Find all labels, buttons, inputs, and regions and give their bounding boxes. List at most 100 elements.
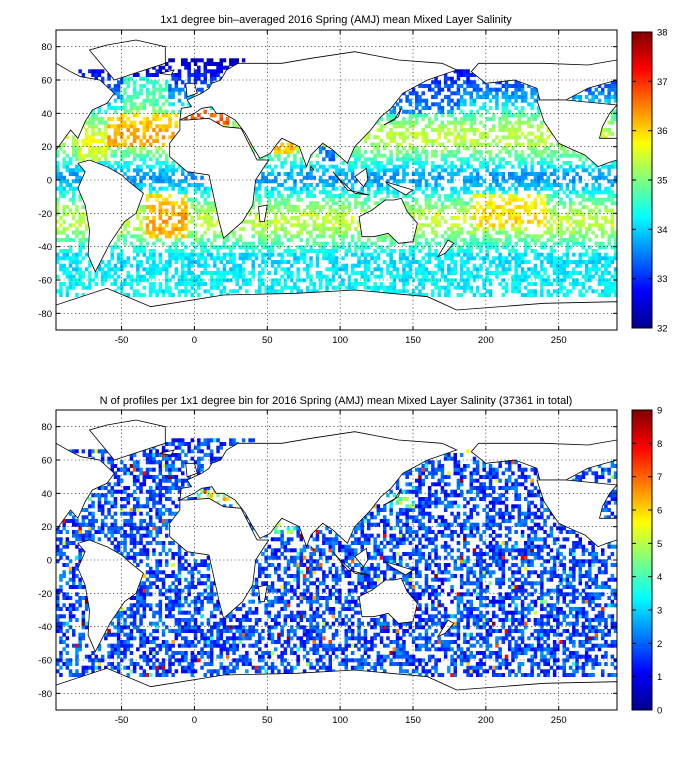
data-cell: [341, 190, 345, 195]
data-cell: [161, 201, 166, 206]
data-cell: [527, 120, 531, 125]
data-cell: [328, 197, 332, 202]
data-cell: [306, 241, 310, 246]
data-cell: [524, 274, 528, 279]
data-cell: [492, 175, 496, 180]
data-cell: [517, 216, 522, 220]
data-cell: [440, 234, 445, 239]
data-cell: [331, 183, 336, 187]
data-cell: [181, 227, 185, 231]
data-cell: [168, 120, 172, 125]
data-cell: [203, 216, 207, 220]
data-cell: [575, 172, 579, 176]
data-cell: [504, 190, 509, 195]
data-cell: [443, 76, 448, 81]
data-cell: [97, 106, 102, 110]
data-cell: [379, 124, 384, 129]
data-cell: [158, 271, 163, 275]
data-cell: [302, 212, 307, 217]
data-cell: [565, 271, 570, 275]
data-cell: [517, 128, 522, 132]
data-cell: [456, 120, 461, 125]
data-cell: [392, 131, 397, 136]
data-cell: [197, 293, 201, 297]
data-cell: [113, 153, 118, 158]
data-cell: [65, 596, 70, 600]
data-cell: [434, 175, 438, 180]
data-cell: [325, 153, 329, 158]
data-cell: [338, 216, 342, 220]
data-cell: [322, 146, 326, 151]
data-cell: [517, 120, 522, 125]
data-cell: [501, 212, 506, 217]
data-cell: [584, 183, 589, 187]
data-cell: [604, 175, 608, 180]
data-cell: [524, 172, 528, 176]
data-cell: [514, 205, 518, 209]
data-cell: [123, 223, 127, 228]
data-cell: [434, 230, 438, 235]
data-cell: [552, 241, 557, 246]
x-tick-label: 50: [262, 335, 273, 346]
data-cell: [517, 113, 522, 118]
data-cell: [421, 190, 425, 195]
data-cell: [546, 256, 550, 261]
data-cell: [110, 274, 114, 279]
data-cell: [97, 530, 102, 534]
data-cell: [165, 62, 169, 66]
data-cell: [517, 205, 522, 209]
data-cell: [504, 117, 509, 121]
data-cell: [437, 289, 441, 294]
data-cell: [617, 293, 621, 297]
data-cell: [328, 164, 332, 169]
data-cell: [588, 212, 592, 217]
data-cell: [315, 252, 320, 257]
data-cell: [78, 673, 82, 677]
data-cell: [453, 91, 457, 96]
data-cell: [116, 610, 121, 615]
data-cell: [331, 150, 336, 154]
data-cell: [75, 533, 79, 538]
data-cell: [594, 219, 599, 224]
data-cell: [296, 197, 300, 202]
data-cell: [184, 293, 188, 297]
data-cell: [360, 201, 364, 206]
data-cell: [155, 109, 159, 114]
data-cell: [190, 175, 195, 180]
data-cell: [322, 241, 326, 246]
data-cell: [309, 212, 313, 217]
data-cell: [136, 91, 140, 96]
data-cell: [607, 164, 611, 169]
data-cell: [610, 87, 615, 92]
data-cell: [357, 201, 361, 206]
data-cell: [344, 285, 348, 290]
data-cell: [479, 219, 483, 224]
data-cell: [213, 278, 217, 283]
data-cell: [552, 260, 557, 264]
data-cell: [116, 541, 121, 545]
data-cell: [139, 263, 143, 268]
data-cell: [617, 128, 621, 132]
data-cell: [91, 117, 95, 121]
data-cell: [216, 282, 220, 286]
data-cell: [72, 278, 76, 283]
data-cell: [520, 175, 525, 180]
data-cell: [238, 238, 243, 242]
data-cell: [78, 267, 82, 272]
data-cell: [533, 179, 538, 184]
data-cell: [418, 157, 422, 162]
data-cell: [357, 234, 361, 239]
data-cell: [126, 282, 130, 286]
data-cell: [290, 190, 294, 195]
data-cell: [184, 65, 188, 70]
data-cell: [588, 190, 592, 195]
data-cell: [581, 197, 586, 202]
data-cell: [161, 87, 166, 92]
data-cell: [293, 234, 297, 239]
data-cell: [437, 285, 441, 290]
data-cell: [251, 267, 255, 272]
data-cell: [517, 219, 522, 224]
data-cell: [68, 610, 73, 615]
data-cell: [392, 179, 397, 184]
data-cell: [65, 153, 70, 158]
